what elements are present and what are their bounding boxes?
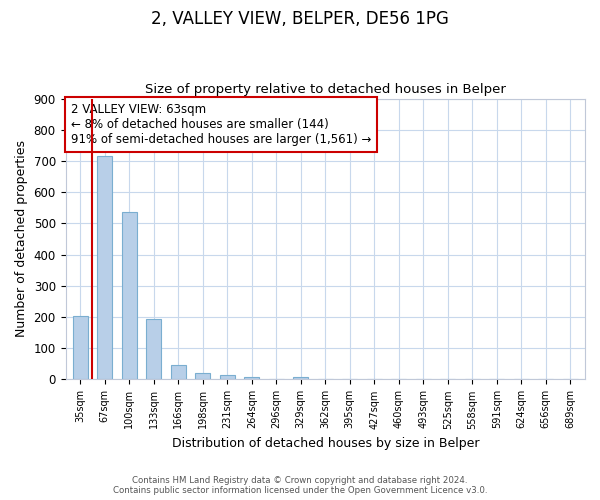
Bar: [73, 316, 88, 380]
Bar: [244, 376, 259, 380]
Bar: [293, 377, 308, 380]
Text: 2, VALLEY VIEW, BELPER, DE56 1PG: 2, VALLEY VIEW, BELPER, DE56 1PG: [151, 10, 449, 28]
Bar: [97, 156, 112, 380]
Bar: [171, 365, 185, 380]
Bar: [196, 373, 210, 380]
Text: 2 VALLEY VIEW: 63sqm
← 8% of detached houses are smaller (144)
91% of semi-detac: 2 VALLEY VIEW: 63sqm ← 8% of detached ho…: [71, 103, 371, 146]
Bar: [146, 319, 161, 380]
Bar: [220, 375, 235, 380]
X-axis label: Distribution of detached houses by size in Belper: Distribution of detached houses by size …: [172, 437, 479, 450]
Bar: [122, 212, 137, 380]
Y-axis label: Number of detached properties: Number of detached properties: [15, 140, 28, 338]
Title: Size of property relative to detached houses in Belper: Size of property relative to detached ho…: [145, 83, 506, 96]
Text: Contains HM Land Registry data © Crown copyright and database right 2024.
Contai: Contains HM Land Registry data © Crown c…: [113, 476, 487, 495]
